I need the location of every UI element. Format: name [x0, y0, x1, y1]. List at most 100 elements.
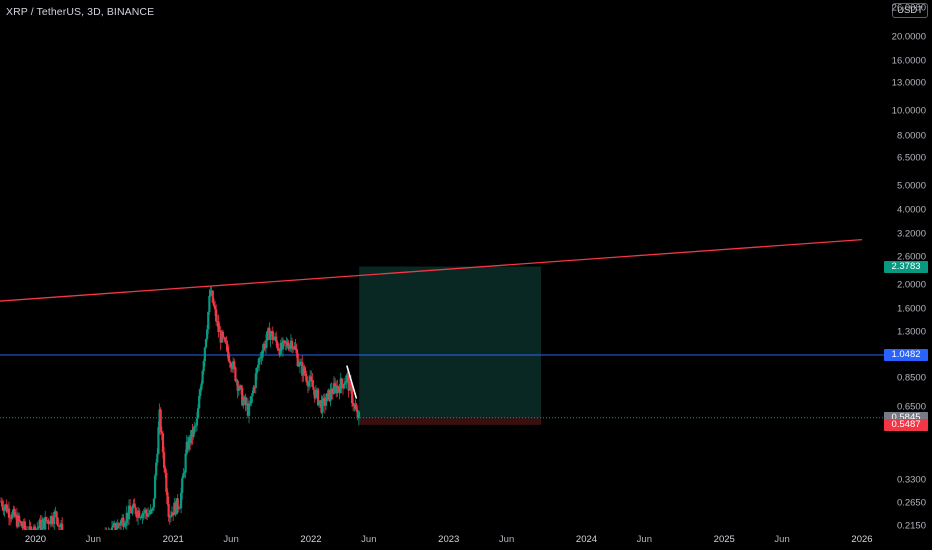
time-axis-month-label: Jun [774, 534, 790, 545]
candle-body [126, 512, 129, 520]
long-position-stop-zone[interactable] [359, 418, 542, 425]
chart-canvas[interactable] [0, 0, 884, 530]
candle-body [333, 383, 337, 386]
time-axis-year-label: 2024 [575, 534, 598, 545]
candle-body [259, 357, 262, 359]
candle-body [269, 333, 272, 340]
candle-body [4, 504, 7, 507]
horizontal-line-price-badge[interactable]: 1.0482 [884, 348, 928, 361]
candle-body [176, 498, 179, 509]
candle-body [293, 345, 296, 349]
candle-body [357, 411, 360, 419]
candle-body [181, 478, 184, 493]
candle-body [303, 366, 306, 374]
candle-body [177, 508, 180, 510]
candle-body [121, 517, 124, 521]
candle-body [299, 361, 303, 363]
candle-body [241, 388, 244, 406]
candle-body [319, 400, 322, 402]
candle-body [347, 375, 350, 391]
candle-body [23, 521, 26, 530]
candle-body [33, 526, 37, 530]
candle-body [110, 527, 114, 530]
candle-body [339, 378, 342, 394]
candle-body [153, 475, 157, 499]
symbol-title[interactable]: XRP / TetherUS, 3D, BINANCE [6, 6, 155, 18]
candle-body [233, 361, 236, 368]
price-axis-tick: 0.6500 [896, 401, 926, 413]
candle-body [306, 382, 309, 387]
candle-body [330, 388, 333, 394]
candle-body [53, 511, 56, 524]
candle-body [186, 441, 189, 450]
long-position-profit-zone[interactable] [359, 266, 542, 419]
candle-body [195, 418, 199, 426]
candle-body [179, 492, 183, 508]
candle-body [61, 523, 64, 530]
candle-body [307, 381, 311, 387]
candle-body [135, 514, 139, 518]
candle-body [348, 381, 351, 391]
price-axis-tick: 3.2000 [896, 228, 926, 240]
time-axis[interactable]: 2020 Jun 2021 Jun 2022 Jun 2023 Jun 2024 Jun 2025 J… [0, 530, 884, 550]
candle-body [239, 385, 243, 389]
price-axis-tick: 16.0000 [891, 55, 926, 67]
candle-body [212, 302, 216, 306]
candle-body [0, 501, 3, 503]
candle-body [191, 430, 194, 438]
candle-body [141, 513, 144, 518]
price-axis-tick: 0.8500 [896, 372, 926, 384]
candle-body [38, 520, 41, 528]
candle-body [159, 409, 162, 432]
candle-body [13, 508, 16, 517]
candle-body [196, 408, 200, 419]
drawn-line[interactable] [346, 365, 358, 399]
candle-body [113, 522, 116, 525]
candle-body [283, 340, 286, 342]
candle-body [203, 347, 206, 362]
candle-body [305, 376, 308, 383]
price-axis-tick: 0.3300 [896, 474, 926, 486]
candle-body [56, 517, 59, 526]
candle-body [322, 397, 325, 399]
candle-body [289, 340, 293, 345]
stop-price-badge[interactable]: 0.5487 [884, 418, 928, 431]
candle-body [225, 342, 228, 345]
candle-body [332, 383, 336, 394]
candle-body [272, 338, 276, 341]
candle-body [253, 387, 256, 389]
resistance-trendline[interactable] [0, 239, 863, 302]
candle-body [312, 386, 315, 390]
candle-body [235, 380, 238, 382]
candle-body [189, 437, 192, 444]
candle-body [158, 409, 161, 428]
candle-body [221, 331, 225, 338]
candle-body [142, 512, 145, 514]
candle-body [227, 352, 230, 361]
candle-body [29, 526, 32, 529]
candle-body [252, 387, 255, 393]
candle-body [36, 528, 39, 530]
candle-body [355, 408, 358, 412]
candle-body [345, 375, 348, 383]
time-axis-month-label: Jun [636, 534, 653, 545]
chart-plot-area[interactable]: XRP / TetherUS, 3D, BINANCE [0, 0, 884, 530]
time-axis-year-label: 2026 [851, 534, 873, 545]
candle-body [41, 518, 45, 522]
target-price-badge[interactable]: 2.3783 [884, 260, 928, 273]
candle-body [340, 378, 343, 385]
currency-button[interactable]: USDT [892, 3, 928, 18]
candle-body [44, 517, 47, 530]
price-axis-tick: 26.0000 [891, 2, 926, 14]
candle-body [9, 517, 12, 519]
price-axis[interactable]: USDT 26.0000 20.0000 16.0000 13.0000 10.0000… [884, 0, 932, 550]
candle-body [47, 520, 50, 524]
candle-body [324, 401, 328, 406]
candle-body [156, 453, 159, 463]
candle-body [136, 510, 140, 518]
candle-body [190, 430, 193, 444]
candle-body [208, 295, 211, 312]
candle-body [146, 513, 149, 517]
candle-body [130, 510, 133, 514]
candle-body [288, 344, 291, 350]
